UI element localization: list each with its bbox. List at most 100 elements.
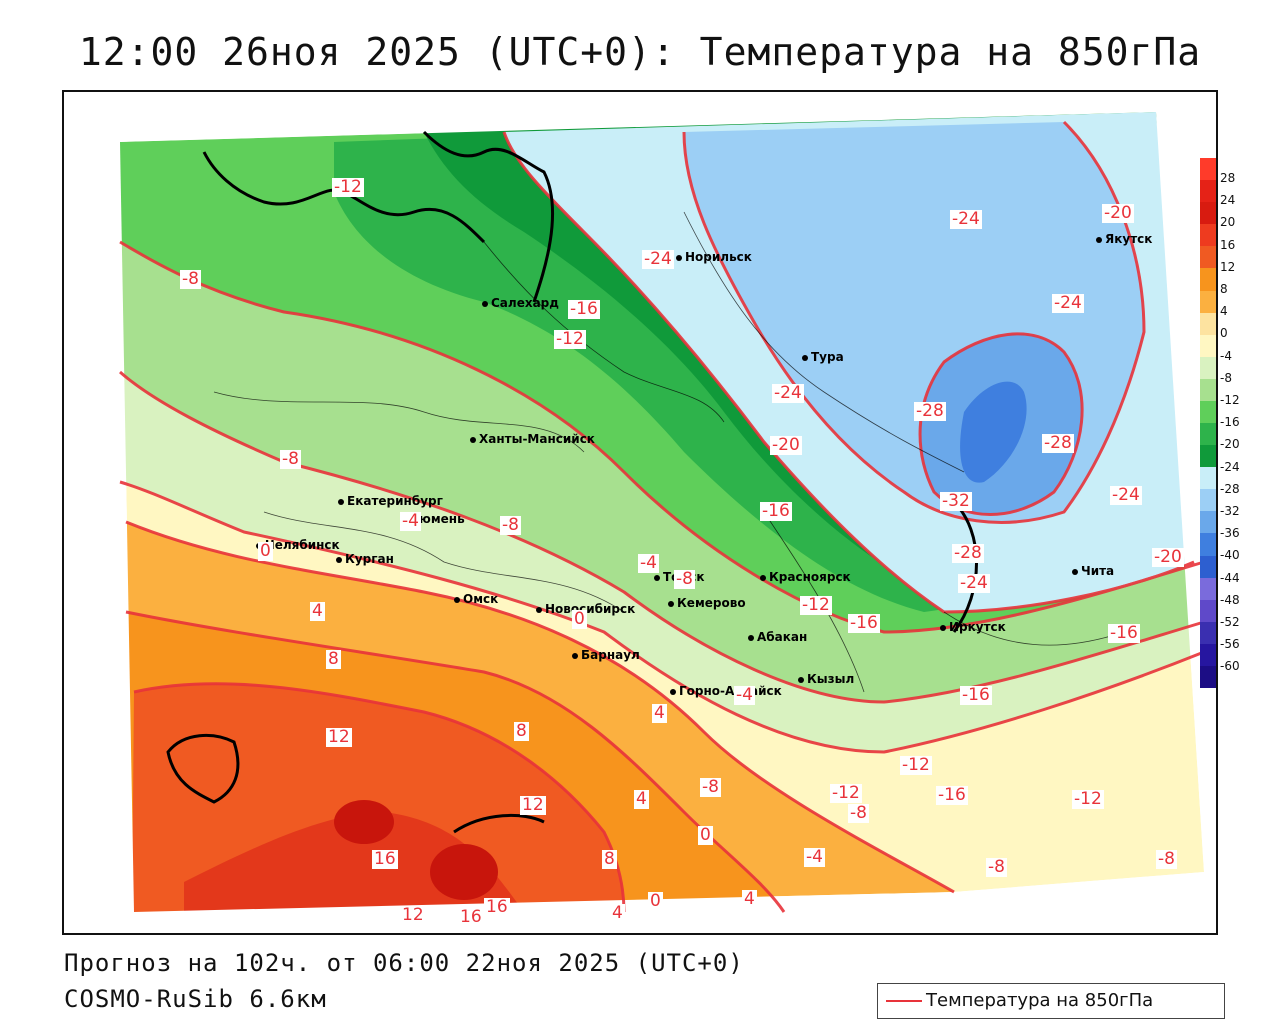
isoline-label: 16	[372, 849, 398, 869]
scale-swatch	[1200, 665, 1216, 689]
scale-swatch	[1200, 577, 1216, 601]
city-dot-icon	[668, 600, 674, 607]
isoline-label: -12	[332, 177, 364, 197]
scale-swatch	[1200, 246, 1216, 269]
isoline-label: -20	[1152, 547, 1184, 567]
scale-swatch	[1200, 489, 1216, 512]
isoline-label: -24	[1052, 293, 1084, 313]
isoline-label: -8	[500, 515, 521, 535]
city-5: Екатеринбург	[338, 494, 443, 508]
scale-tick-label: -60	[1220, 659, 1240, 674]
city-dot-icon	[454, 596, 460, 603]
scale-swatch	[1200, 511, 1216, 534]
zone-hot-core-2	[430, 844, 498, 900]
zone-blue-deep	[960, 381, 1027, 483]
city-name: Кызыл	[807, 672, 855, 686]
scale-tick-label: 0	[1220, 326, 1228, 341]
scale-tick-label: -52	[1220, 615, 1240, 629]
city-2: Салехард	[482, 296, 559, 310]
isoline-label: 0	[258, 541, 273, 561]
isoline-label: -8	[180, 269, 201, 289]
isoline-label: -24	[642, 249, 674, 269]
scale-tick-label: 12	[1220, 259, 1236, 274]
isoline-label: 4	[610, 903, 625, 923]
isoline-label: -16	[568, 299, 600, 319]
scale-swatch	[1200, 202, 1216, 225]
city-name: Салехард	[491, 296, 559, 310]
isoline-label: -4	[804, 847, 825, 867]
scale-tick-label: 24	[1220, 193, 1236, 208]
isoline-label: 0	[572, 609, 587, 629]
city-name: Норильск	[685, 250, 752, 264]
isoline-label: 4	[742, 889, 757, 909]
city-19: Горно-Алтайск	[670, 684, 782, 698]
scale-swatch	[1200, 445, 1216, 468]
city-name: Тюмень	[411, 512, 465, 526]
city-dot-icon	[1072, 568, 1078, 575]
scale-tick-label: -32	[1220, 504, 1240, 518]
city-dot-icon	[1096, 236, 1102, 243]
scale-tick-label: 20	[1220, 215, 1236, 230]
city-16: Иркутск	[940, 620, 1006, 634]
isoline-label: -8	[700, 777, 721, 797]
isoline-label: 12	[326, 727, 352, 747]
scale-tick-label: -4	[1220, 348, 1232, 363]
isoline-label: -24	[950, 209, 982, 229]
city-name: Кемерово	[677, 596, 746, 610]
isoline-label: -16	[848, 613, 880, 633]
isoline-label: -12	[830, 783, 862, 803]
city-8: Курган	[336, 552, 394, 566]
forecast-info: Прогноз на 102ч. от 06:00 22ноя 2025 (UT…	[64, 949, 744, 977]
isoline-label: 16	[484, 897, 510, 917]
city-4: Ханты-Мансийск	[470, 432, 595, 446]
domain-outside-s	[64, 872, 1216, 933]
isoline-label: -8	[674, 569, 695, 589]
city-1: Якутск	[1096, 232, 1152, 246]
city-dot-icon	[940, 624, 946, 631]
city-13: Кемерово	[668, 596, 746, 610]
scale-swatch	[1200, 400, 1216, 424]
city-name: Горно-Алтайск	[679, 684, 782, 698]
scale-swatch	[1200, 268, 1216, 291]
city-15: Абакан	[748, 630, 807, 644]
isoline-label: -16	[760, 501, 792, 521]
isoline-label: -8	[1156, 849, 1177, 869]
isoline-label: -20	[770, 435, 802, 455]
scale-swatch	[1200, 356, 1216, 380]
city-name: Иркутск	[949, 620, 1006, 634]
scale-tick-label: -36	[1220, 526, 1240, 541]
city-name: Курган	[345, 552, 394, 566]
city-name: Абакан	[757, 630, 808, 644]
city-name: Чита	[1081, 564, 1115, 578]
isoline-label: -8	[280, 449, 301, 469]
city-name: Красноярск	[769, 570, 851, 584]
scale-tick-label: 28	[1220, 171, 1236, 185]
scale-tick-label: 4	[1220, 304, 1228, 319]
scale-swatch	[1200, 467, 1216, 490]
legend-line-swatch	[886, 1000, 922, 1002]
city-11: Чита	[1072, 564, 1114, 578]
temperature-map[interactable]: Норильск Якутск Салехард Тура Ханты-Мансийск…	[62, 90, 1218, 935]
color-scale	[1200, 158, 1216, 689]
city-dot-icon	[798, 676, 804, 683]
isoline-label: 8	[326, 649, 341, 669]
scale-swatch	[1200, 533, 1216, 556]
isoline-label: -24	[958, 573, 990, 593]
isoline-label: 12	[520, 795, 546, 815]
legend-label: Температура на 850гПа	[926, 990, 1154, 1011]
city-dot-icon	[760, 574, 766, 581]
city-name: Ханты-Мансийск	[479, 432, 595, 446]
scale-swatch	[1200, 224, 1216, 247]
city-dot-icon	[536, 606, 542, 613]
domain-outside-w	[64, 92, 134, 933]
city-0: Норильск	[676, 250, 752, 264]
isoline-label: -16	[936, 785, 968, 805]
isoline-label: 4	[652, 703, 667, 723]
scale-swatch	[1200, 423, 1216, 446]
isoline-label: 4	[310, 601, 325, 621]
legend: Температура на 850гПа	[877, 983, 1225, 1019]
scale-tick-label: -28	[1220, 481, 1240, 496]
scale-tick-label: -20	[1220, 437, 1240, 452]
isoline-label: -4	[638, 553, 659, 573]
isoline-label: -28	[952, 543, 984, 563]
